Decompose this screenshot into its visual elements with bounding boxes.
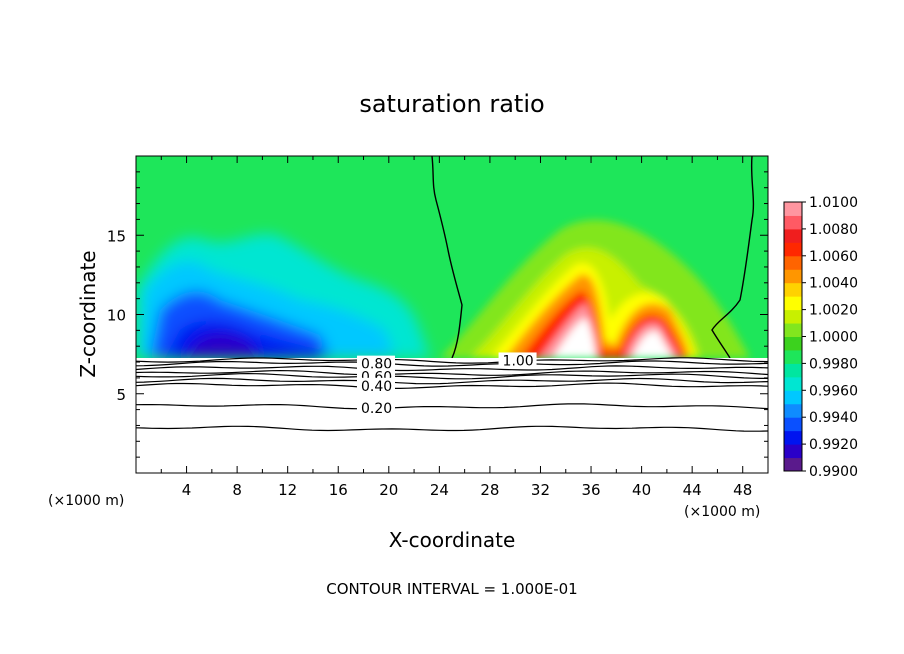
- colorbar: 1.0100 1.0080 1.0060 1.0040 1.0020 1.0000 0.99…: [783, 195, 858, 480]
- colorbar-label: 1.0040: [809, 276, 858, 292]
- y-tick-label: 15: [107, 227, 126, 245]
- colorbar-swatch: [784, 242, 802, 257]
- colorbar-swatch: [784, 390, 802, 405]
- contour-label: 1.00: [503, 353, 534, 369]
- contour-line: [135, 369, 769, 376]
- colorbar-swatch: [784, 457, 802, 472]
- colorbar-label: 1.0020: [809, 303, 858, 319]
- x-tick-label: 48: [733, 481, 752, 499]
- colorbar-swatch: [784, 202, 802, 216]
- supersaturated-region-right: [440, 219, 750, 358]
- contour-line: [135, 377, 769, 385]
- colorbar-swatch: [784, 430, 802, 445]
- x-axis-ticks: 4 8 12 16 20 24 28 32 36 40 44 48: [160, 156, 752, 499]
- colorbar-label: 0.9940: [809, 410, 858, 426]
- y-axis-label: Z-coordinate: [76, 250, 100, 377]
- subsaturated-region-left: [136, 234, 430, 358]
- colorbar-swatch: [784, 376, 802, 391]
- x-tick-label: 24: [430, 481, 449, 499]
- contour-label-bg: [356, 400, 395, 415]
- colorbar-label: 1.0060: [809, 249, 858, 265]
- contour-line: [135, 360, 769, 367]
- cloud-base-region: [136, 358, 768, 473]
- x-tick-label: 8: [232, 481, 242, 499]
- colorbar-swatch: [784, 296, 802, 311]
- contour-label: 0.20: [361, 401, 392, 417]
- contour-line: [135, 357, 769, 364]
- contour-label-bg: [498, 352, 537, 367]
- contour-label-bg: [356, 377, 395, 392]
- colorbar-swatch: [784, 417, 802, 432]
- colorbar-swatch: [784, 363, 802, 378]
- colorbar-label: 0.9920: [809, 437, 858, 453]
- y-tick-label: 5: [116, 386, 126, 404]
- x-tick-label: 20: [379, 481, 398, 499]
- contour-line: [135, 425, 769, 432]
- x-unit-right: (×1000 m): [684, 504, 760, 520]
- colorbar-label: 0.9980: [809, 356, 858, 372]
- x-tick-label: 40: [632, 481, 651, 499]
- colorbar-swatch: [784, 215, 802, 230]
- y-tick-label: 10: [107, 307, 126, 325]
- x-tick-label: 12: [278, 481, 297, 499]
- colorbar-swatch: [784, 349, 802, 364]
- colorbar-label: 1.0080: [809, 222, 858, 238]
- colorbar-swatch: [784, 309, 802, 324]
- colorbar-swatch: [784, 228, 802, 243]
- y-axis-ticks: 5 10 15: [107, 171, 768, 458]
- colorbar-swatch: [784, 323, 802, 337]
- x-tick-label: 44: [683, 481, 702, 499]
- colorbar-swatch: [784, 282, 802, 297]
- colorbar-swatch: [784, 255, 802, 270]
- contour-line: [135, 382, 769, 389]
- x-tick-label: 28: [480, 481, 499, 499]
- colorbar-label: 1.0000: [809, 330, 858, 346]
- colorbar-label: 0.9900: [809, 464, 858, 480]
- chart-title: saturation ratio: [359, 90, 544, 118]
- contour-interval-note: CONTOUR INTERVAL = 1.000E-01: [326, 580, 577, 598]
- colorbar-swatch: [784, 336, 802, 351]
- x-tick-label: 36: [581, 481, 600, 499]
- contour-line: [135, 365, 769, 372]
- contour-lines: [135, 357, 769, 432]
- colorbar-swatch: [784, 444, 802, 459]
- contour-line-1-upper-left: [431, 156, 463, 358]
- contour-label: 0.40: [361, 379, 392, 395]
- colorbar-label: 0.9960: [809, 383, 858, 399]
- colorbar-swatch: [784, 269, 802, 284]
- heatmap-field: [136, 156, 768, 358]
- contour-line-1-upper-right: [711, 156, 755, 358]
- contour-line: [135, 403, 769, 410]
- x-axis-label: X-coordinate: [389, 528, 516, 552]
- x-tick-label: 32: [531, 481, 550, 499]
- x-tick-label: 16: [329, 481, 348, 499]
- contour-labels: 1.000.800.600.400.20: [356, 352, 537, 417]
- colorbar-label: 1.0100: [809, 195, 858, 211]
- contour-line: [135, 372, 768, 380]
- x-tick-label: 4: [182, 481, 192, 499]
- colorbar-swatch: [784, 403, 802, 418]
- contour-label-bg: [356, 355, 395, 370]
- x-unit-left: (×1000 m): [48, 493, 124, 509]
